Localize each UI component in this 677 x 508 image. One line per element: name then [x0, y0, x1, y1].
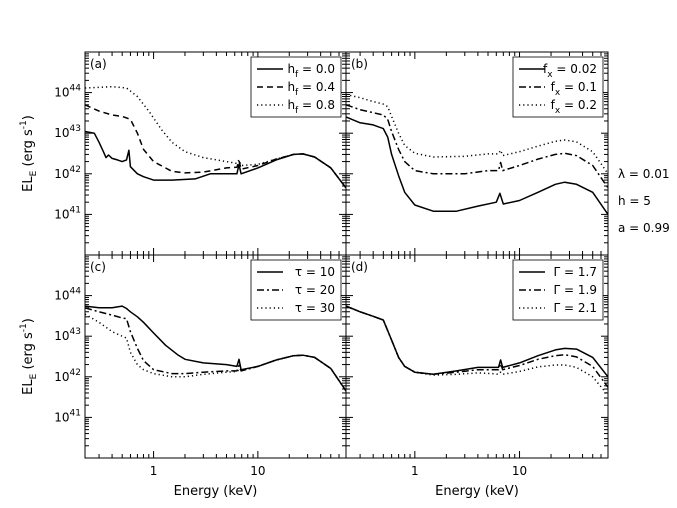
x-axis-label: Energy (keV) — [435, 484, 519, 499]
series-line-1 — [346, 116, 608, 215]
y-tick-label: 1043​ — [54, 124, 81, 140]
ticks — [85, 52, 347, 256]
y-tick-label: 1042​ — [54, 165, 81, 181]
x-tick-label: 1 — [150, 464, 158, 478]
series-line-3 — [85, 313, 346, 392]
legend-entry-3: fx​ = 0.2 — [551, 98, 597, 116]
legend-entry-1: hf​ = 0.0 — [287, 62, 335, 80]
legend: τ = 10 τ = 20 τ = 30 — [250, 259, 342, 321]
legend-entry-2: hf​ = 0.4 — [287, 80, 335, 98]
series-line-2 — [85, 307, 346, 392]
legend: hf​ = 0.0hf​ = 0.4hf​ = 0.8 — [250, 56, 342, 118]
x-axis-label: Energy (keV) — [174, 484, 258, 499]
plot-frame — [345, 254, 609, 459]
legend-entry-3: hf​ = 0.8 — [287, 98, 335, 116]
side-param-1: λ = 0.01 — [618, 167, 670, 181]
series-line-3 — [346, 305, 608, 396]
side-parameters: λ = 0.01 h = 5 a = 0.99 — [618, 167, 670, 235]
series-line-3 — [85, 85, 346, 189]
panel-label: (d) — [351, 260, 368, 274]
y-tick-label: 1041​ — [54, 408, 81, 424]
panel-d: (d) Γ = 1.7 Γ = 1.9 Γ = 2.1 1 10 Energy (keV) — [345, 254, 609, 499]
y-tick-label: 1044​ — [54, 84, 81, 100]
panel-label: (c) — [90, 260, 106, 274]
y-tick-label: 1044​ — [54, 287, 81, 303]
y-tick-label: 1042​ — [54, 368, 81, 384]
panel-c: (c) τ = 10 τ = 20 τ = 30 1041​ 1042​ 1043​ 1044… — [19, 254, 347, 499]
series-line-2 — [85, 104, 346, 189]
legend-entry-2: τ = 20 — [295, 283, 335, 297]
panel-label: (a) — [90, 57, 107, 71]
legend-entry-1: fx​ = 0.02 — [543, 62, 597, 80]
panel-label: (b) — [351, 57, 368, 71]
y-tick-label: 1043​ — [54, 327, 81, 343]
series-line-1 — [85, 305, 346, 392]
legend: Γ = 1.7 Γ = 1.9 Γ = 2.1 — [512, 259, 604, 321]
x-tick-label: 10 — [512, 464, 527, 478]
legend-entry-2: Γ = 1.9 — [554, 283, 597, 297]
x-tick-label: 10 — [250, 464, 265, 478]
legend-entry-1: τ = 10 — [295, 265, 335, 279]
side-param-2: h = 5 — [618, 194, 651, 208]
ticks — [346, 255, 609, 459]
legend-entry-1: Γ = 1.7 — [554, 265, 597, 279]
y-tick-label: 1041​ — [54, 205, 81, 221]
series-line-3 — [346, 93, 608, 175]
y-axis-label: ELE​ (erg s-1​) — [19, 115, 39, 192]
legend-entry-3: Γ = 2.1 — [554, 301, 597, 315]
side-param-3: a = 0.99 — [618, 221, 670, 235]
x-tick-label: 1 — [411, 464, 419, 478]
legend-entry-2: fx​ = 0.1 — [551, 80, 597, 98]
y-axis-label: ELE​ (erg s-1​) — [19, 318, 39, 395]
series-line-2 — [346, 104, 608, 189]
legend-entry-3: τ = 30 — [295, 301, 335, 315]
panel-a: (a) hf​ = 0.0hf​ = 0.4hf​ = 0.8 1041​ 1042​… — [19, 51, 347, 256]
ticks — [346, 52, 609, 256]
